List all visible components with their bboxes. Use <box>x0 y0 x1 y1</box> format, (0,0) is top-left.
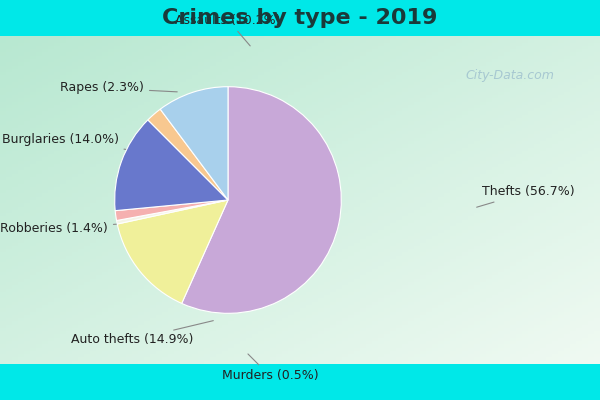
Wedge shape <box>160 87 228 200</box>
Text: Rapes (2.3%): Rapes (2.3%) <box>60 82 177 94</box>
Wedge shape <box>148 109 228 200</box>
Wedge shape <box>117 200 228 304</box>
Text: Burglaries (14.0%): Burglaries (14.0%) <box>1 134 141 152</box>
Text: Assaults (10.2%): Assaults (10.2%) <box>175 14 281 46</box>
Text: Thefts (56.7%): Thefts (56.7%) <box>476 186 574 207</box>
Text: Robberies (1.4%): Robberies (1.4%) <box>0 222 117 234</box>
Wedge shape <box>115 120 228 211</box>
Wedge shape <box>115 200 228 220</box>
Text: Murders (0.5%): Murders (0.5%) <box>221 354 319 382</box>
Wedge shape <box>182 87 341 313</box>
Wedge shape <box>116 200 228 224</box>
Text: Crimes by type - 2019: Crimes by type - 2019 <box>163 8 437 28</box>
Text: Auto thefts (14.9%): Auto thefts (14.9%) <box>71 321 214 346</box>
Text: City-Data.com: City-Data.com <box>466 69 554 82</box>
